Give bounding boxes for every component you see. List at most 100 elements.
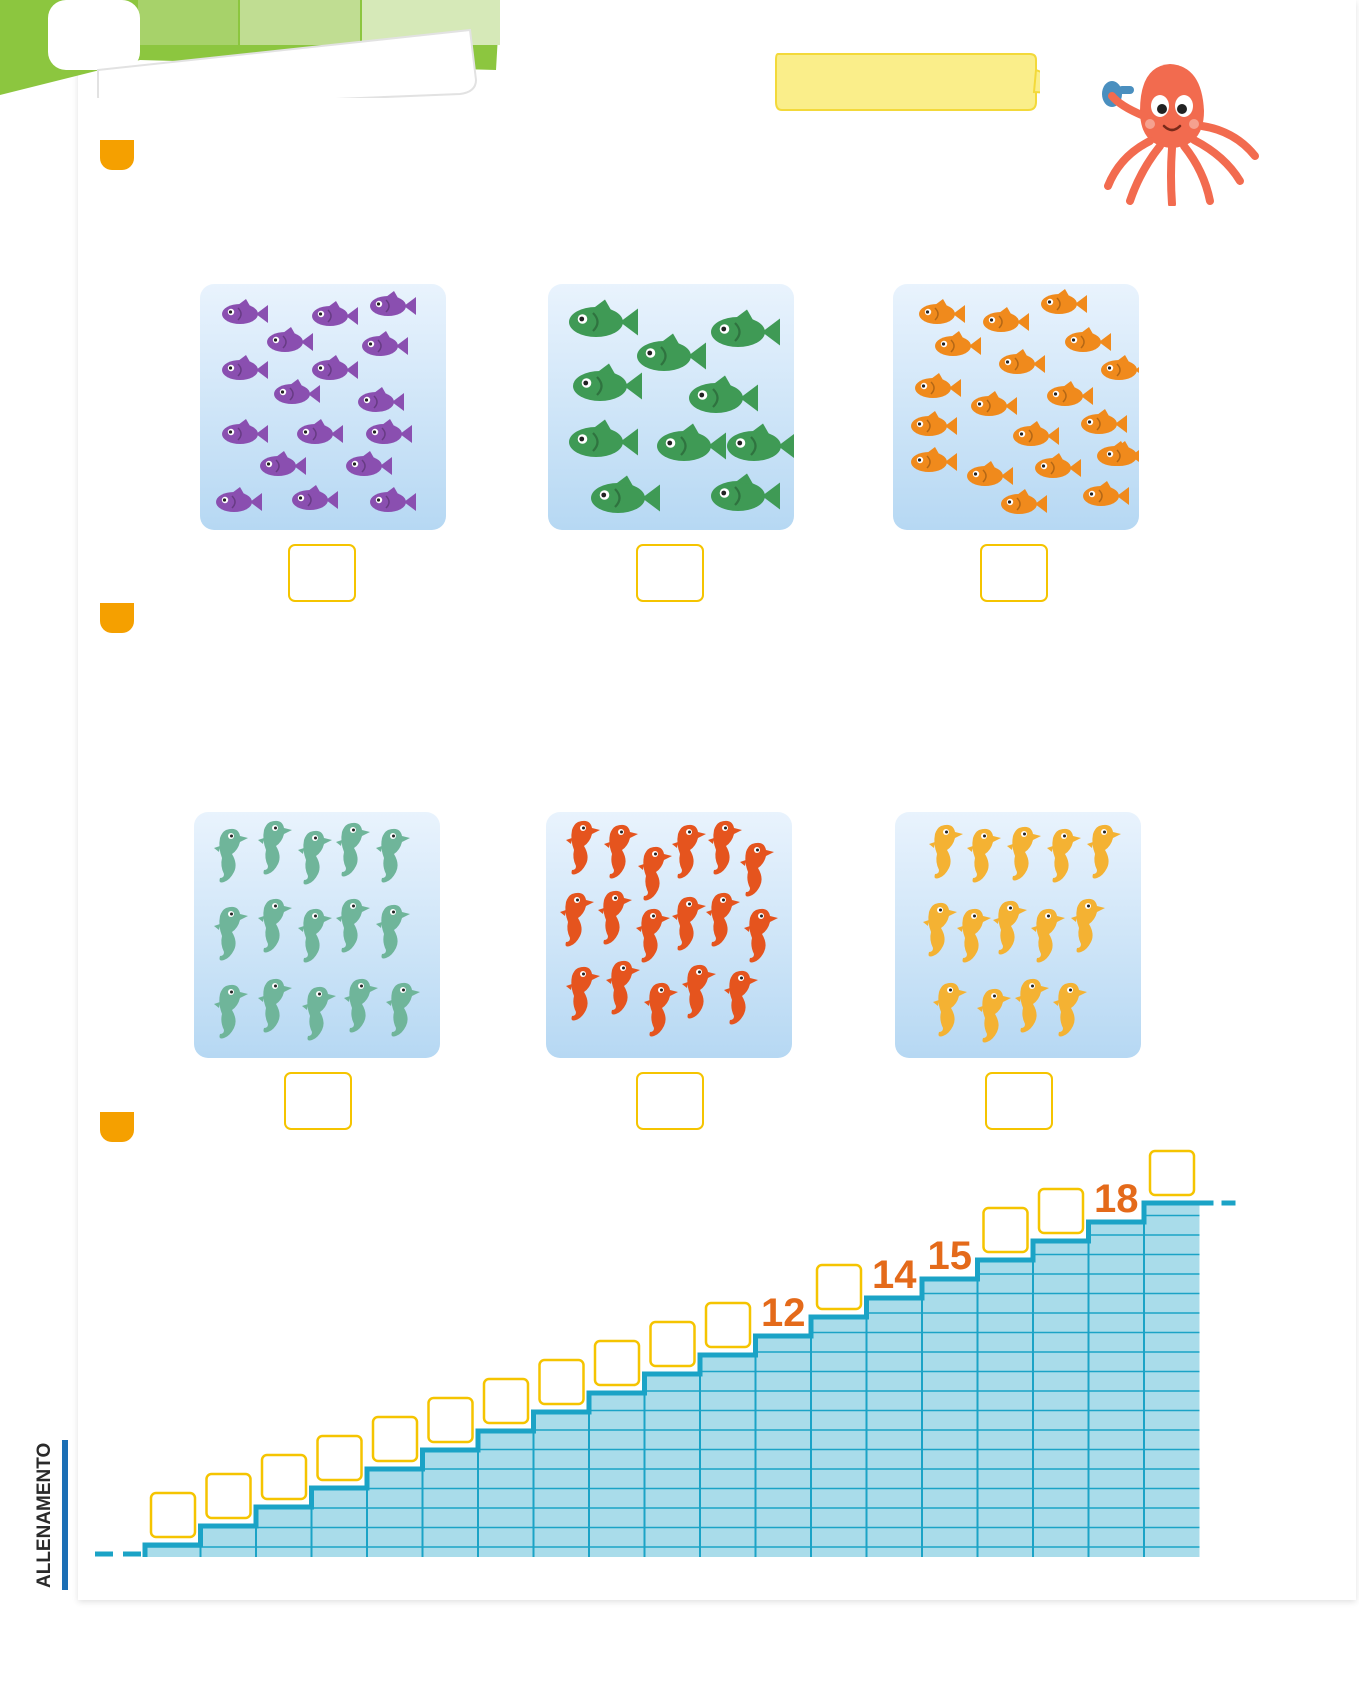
answer-box-teal-seahorses[interactable] xyxy=(284,1072,352,1130)
step-answer-box[interactable] xyxy=(593,1339,641,1387)
fish-icon xyxy=(573,363,642,401)
seahorse-icon xyxy=(336,822,370,877)
stair-step xyxy=(367,1469,423,1557)
seahorse-icon xyxy=(566,820,600,875)
seahorse-icon xyxy=(1007,826,1041,881)
fish-icon xyxy=(1035,453,1081,478)
seahorse-icon xyxy=(682,964,716,1019)
step-answer-box[interactable] xyxy=(538,1358,585,1406)
fish-icon xyxy=(1001,489,1047,514)
answer-box-red-seahorses[interactable] xyxy=(636,1072,704,1130)
stair-step xyxy=(422,1450,478,1557)
seahorse-icon xyxy=(1053,982,1087,1037)
fish-panel-orange xyxy=(893,284,1139,530)
seahorse-icon xyxy=(298,908,332,963)
fish-icon xyxy=(370,291,416,316)
fish-icon xyxy=(569,419,638,457)
seahorse-icon xyxy=(566,966,600,1021)
seahorse-icon xyxy=(1047,828,1081,883)
stair-step xyxy=(700,1355,756,1557)
fish-icon xyxy=(689,375,758,413)
seahorse-panel-yellow xyxy=(895,812,1141,1058)
step-number: 15 xyxy=(928,1234,973,1278)
stair-step xyxy=(977,1260,1033,1557)
seahorse-icon xyxy=(258,820,292,875)
step-answer-box[interactable] xyxy=(815,1263,863,1311)
fish-icon xyxy=(312,301,358,326)
fish-icon xyxy=(222,299,268,324)
seahorse-icon xyxy=(993,900,1027,955)
seahorse-icon xyxy=(376,828,410,883)
answer-box-green-fish[interactable] xyxy=(636,544,704,602)
seahorse-icon xyxy=(258,898,292,953)
seahorse-icon xyxy=(636,908,670,963)
number-staircase: 12 14 15 18 xyxy=(95,1149,1240,1557)
step-answer-box[interactable] xyxy=(649,1320,696,1368)
octopus-mascot-icon xyxy=(1102,64,1259,206)
corner-tab-decoration xyxy=(0,0,500,98)
fish-panel-green xyxy=(548,284,794,530)
seahorse-icon xyxy=(672,896,706,951)
fish-icon xyxy=(915,373,961,398)
seahorse-icon xyxy=(604,824,638,879)
step-number: 14 xyxy=(872,1253,917,1297)
seahorse-icon xyxy=(923,902,957,957)
seahorse-icon xyxy=(1071,898,1105,953)
seahorse-icon xyxy=(708,820,742,875)
fish-icon xyxy=(983,307,1029,332)
seahorse-icon xyxy=(598,890,632,945)
stair-step xyxy=(145,1545,201,1557)
seahorse-icon xyxy=(1087,824,1121,879)
step-answer-box[interactable] xyxy=(1148,1149,1196,1197)
fish-icon xyxy=(1041,289,1087,314)
seahorse-panel-teal xyxy=(194,812,440,1058)
answer-box-purple-fish[interactable] xyxy=(288,544,356,602)
step-answer-box[interactable] xyxy=(982,1206,1029,1254)
stair-step xyxy=(1144,1203,1200,1557)
seahorse-icon xyxy=(967,828,1001,883)
fish-icon xyxy=(297,419,343,444)
step-answer-box[interactable] xyxy=(427,1396,474,1444)
stair-step xyxy=(755,1336,811,1557)
step-answer-box[interactable] xyxy=(149,1491,197,1539)
fish-icon xyxy=(312,355,358,380)
fish-icon xyxy=(366,419,412,444)
fish-icon xyxy=(222,355,268,380)
side-label-text: ALLENAMENTO xyxy=(34,1443,55,1588)
step-answer-box[interactable] xyxy=(260,1453,308,1501)
step-answer-box[interactable] xyxy=(704,1301,752,1349)
stair-step xyxy=(644,1374,700,1557)
fish-icon xyxy=(711,309,780,347)
step-number: 18 xyxy=(1094,1177,1139,1221)
step-answer-box[interactable] xyxy=(371,1415,419,1463)
step-number: 12 xyxy=(761,1291,806,1335)
fish-icon xyxy=(919,299,965,324)
fish-panel-purple xyxy=(200,284,446,530)
fish-icon xyxy=(591,475,660,513)
fish-icon xyxy=(1083,481,1129,506)
step-answer-box[interactable] xyxy=(1037,1187,1085,1235)
answer-box-yellow-seahorses[interactable] xyxy=(985,1072,1053,1130)
seahorse-icon xyxy=(672,824,706,879)
fish-icon xyxy=(1013,421,1059,446)
fish-icon xyxy=(1101,441,1139,466)
fish-icon xyxy=(216,487,262,512)
seahorse-icon xyxy=(724,970,758,1025)
seahorse-icon xyxy=(376,904,410,959)
step-answer-box[interactable] xyxy=(205,1472,252,1520)
seahorse-panel-red xyxy=(546,812,792,1058)
step-answer-box[interactable] xyxy=(316,1434,363,1482)
stair-step xyxy=(811,1317,867,1557)
seahorse-icon xyxy=(258,978,292,1033)
stair-step xyxy=(478,1431,534,1557)
seahorse-icon xyxy=(560,892,594,947)
stair-step xyxy=(1033,1241,1089,1557)
answer-box-orange-fish[interactable] xyxy=(980,544,1048,602)
step-answer-box[interactable] xyxy=(482,1377,530,1425)
seahorse-icon xyxy=(298,830,332,885)
fish-icon xyxy=(657,423,726,461)
stair-step xyxy=(200,1526,256,1557)
fish-icon xyxy=(711,473,780,511)
stair-step xyxy=(311,1488,367,1557)
fish-icon xyxy=(260,451,306,476)
